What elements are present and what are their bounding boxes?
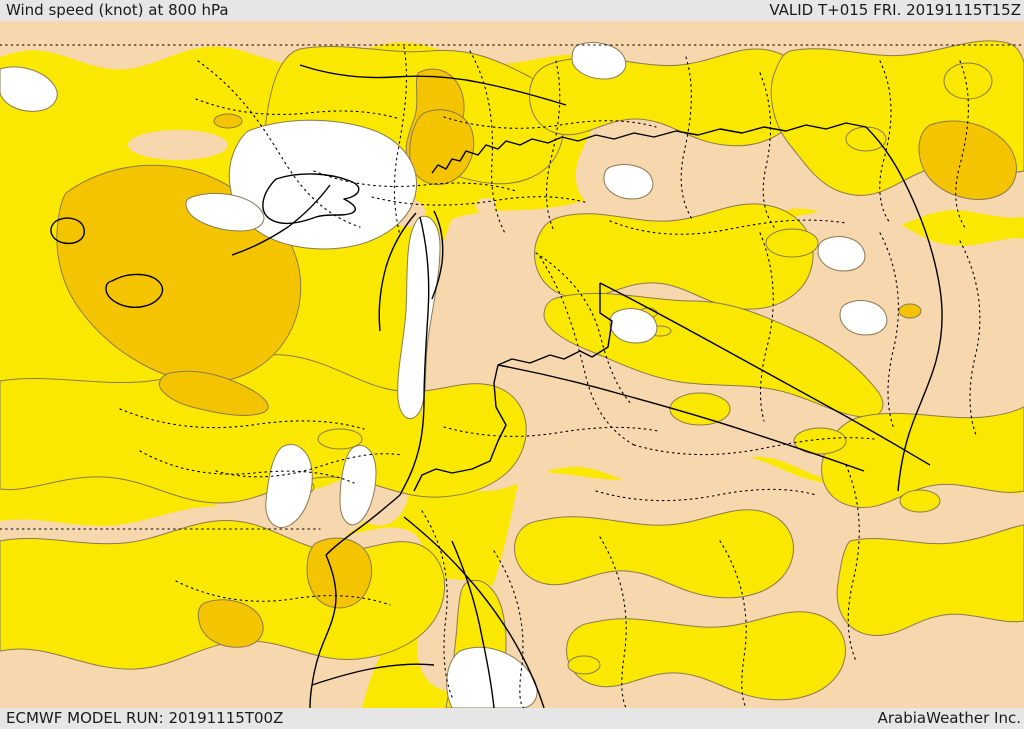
valid-time-label: VALID T+015 FRI. 20191115T15Z	[769, 1, 1021, 19]
land-patch-iran-2	[920, 364, 956, 388]
coast-redsea-east	[451, 540, 495, 708]
admin-line-jordan-1	[539, 256, 635, 446]
wind-calm-suez	[265, 444, 313, 528]
wind-calm-caspian	[817, 236, 866, 272]
admin-line-anatolia-7	[195, 98, 401, 120]
admin-line-anatolia-6	[313, 170, 517, 192]
border-egypt-israel	[325, 494, 401, 556]
wind-calm-caspian-2	[839, 300, 888, 336]
wind-calm-cyprus	[228, 119, 417, 250]
page-title: Wind speed (knot) at 800 hPa	[6, 1, 229, 19]
coast-redsea-west	[311, 663, 435, 686]
admin-line-iraq-2	[535, 252, 633, 406]
wind-core-sinai	[306, 537, 372, 609]
coast-levant	[378, 212, 417, 332]
admin-line-egypt-2	[119, 408, 365, 430]
wind-calm-ne-1	[571, 42, 627, 80]
wind-blob-4	[317, 428, 363, 450]
wind-calm-blacksea	[603, 164, 654, 200]
wind-core-small-1	[213, 113, 243, 129]
border-israel-jordan	[399, 216, 430, 496]
border-syria-iraq	[599, 282, 931, 466]
land-patch-jordan-2	[528, 470, 552, 482]
footer-bar: ECMWF MODEL RUN: 20191115T00Z ArabiaWeat…	[0, 708, 1024, 729]
wind-core-aegean-tail	[158, 370, 269, 416]
wind-calm-mid-1	[609, 308, 658, 344]
land-patch-anatolia-2	[476, 198, 496, 214]
wind-calm-med-1	[0, 66, 58, 112]
wind-blob-9	[669, 392, 731, 426]
admin-line-jordan-2	[443, 426, 659, 437]
admin-line-iraq-1	[609, 219, 847, 235]
country-borders-layer	[50, 64, 943, 708]
border-turkey-south	[431, 122, 867, 174]
admin-line-anatolia-5	[371, 196, 589, 206]
model-run-label: ECMWF MODEL RUN: 20191115T00Z	[6, 709, 284, 727]
island-aegean-1	[50, 217, 85, 245]
border-iraq-iran	[865, 126, 943, 492]
wind-core-zagros	[918, 120, 1017, 200]
land-patch-aegean-1	[128, 130, 228, 160]
admin-line-saudi-5	[595, 488, 817, 502]
border-saudi-iraq	[497, 364, 865, 472]
wind-fill-low-layer	[0, 42, 888, 708]
admin-line-syria-2	[759, 72, 775, 228]
wind-core-egypt-sw	[197, 599, 264, 648]
coast-saudi-west	[403, 516, 545, 708]
wind-blob-3	[567, 655, 601, 675]
wind-calm-redsea	[446, 647, 538, 708]
wind-calm-med-2	[185, 192, 265, 232]
border-egypt-east	[309, 554, 337, 708]
wind-blob-10	[899, 489, 941, 513]
admin-line-saudi-4	[719, 540, 747, 708]
wind-patch-saudi-north	[514, 509, 794, 599]
island-crete	[105, 273, 164, 308]
admin-line-saudi-2	[845, 464, 860, 662]
wind-patch-gulf-south	[836, 524, 1024, 637]
wind-speed-map[interactable]	[0, 21, 1024, 708]
coast-cyprus	[262, 173, 360, 225]
wind-blob-7	[845, 126, 887, 152]
admin-line-egypt-3	[139, 450, 355, 484]
admin-line-anatolia-4	[546, 60, 561, 232]
admin-line-iran-1	[879, 60, 892, 224]
wind-core-ne-turkey-2	[409, 109, 475, 185]
admin-line-iran-3	[879, 232, 899, 430]
map-viewport[interactable]	[0, 21, 1024, 708]
admin-line-syria-1	[680, 56, 693, 220]
admin-line-egypt-5	[421, 510, 453, 698]
wind-core-small-3	[898, 303, 922, 319]
border-lebanon	[431, 210, 444, 300]
wind-blob-11	[793, 427, 847, 455]
admin-line-turkey-east	[443, 116, 657, 129]
admin-line-saudi-3	[599, 536, 627, 708]
wind-calm-aqaba	[339, 445, 377, 526]
admin-line-iraq-3	[759, 232, 774, 422]
provider-label: ArabiaWeather Inc.	[877, 709, 1021, 727]
admin-borders-layer	[0, 44, 1024, 708]
wind-blob-6	[765, 228, 819, 258]
admin-line-iran-4	[959, 240, 981, 436]
wind-calm-rift	[397, 215, 441, 420]
admin-line-egypt-7	[175, 580, 391, 606]
header-bar: Wind speed (knot) at 800 hPa VALID T+015…	[0, 0, 1024, 21]
wind-patch-syria-east	[534, 203, 814, 310]
admin-line-anatolia-3	[469, 50, 507, 236]
admin-line-egypt-4	[215, 453, 403, 478]
coast-blacksea	[299, 64, 567, 106]
coast-turkey-aegean	[231, 184, 331, 256]
